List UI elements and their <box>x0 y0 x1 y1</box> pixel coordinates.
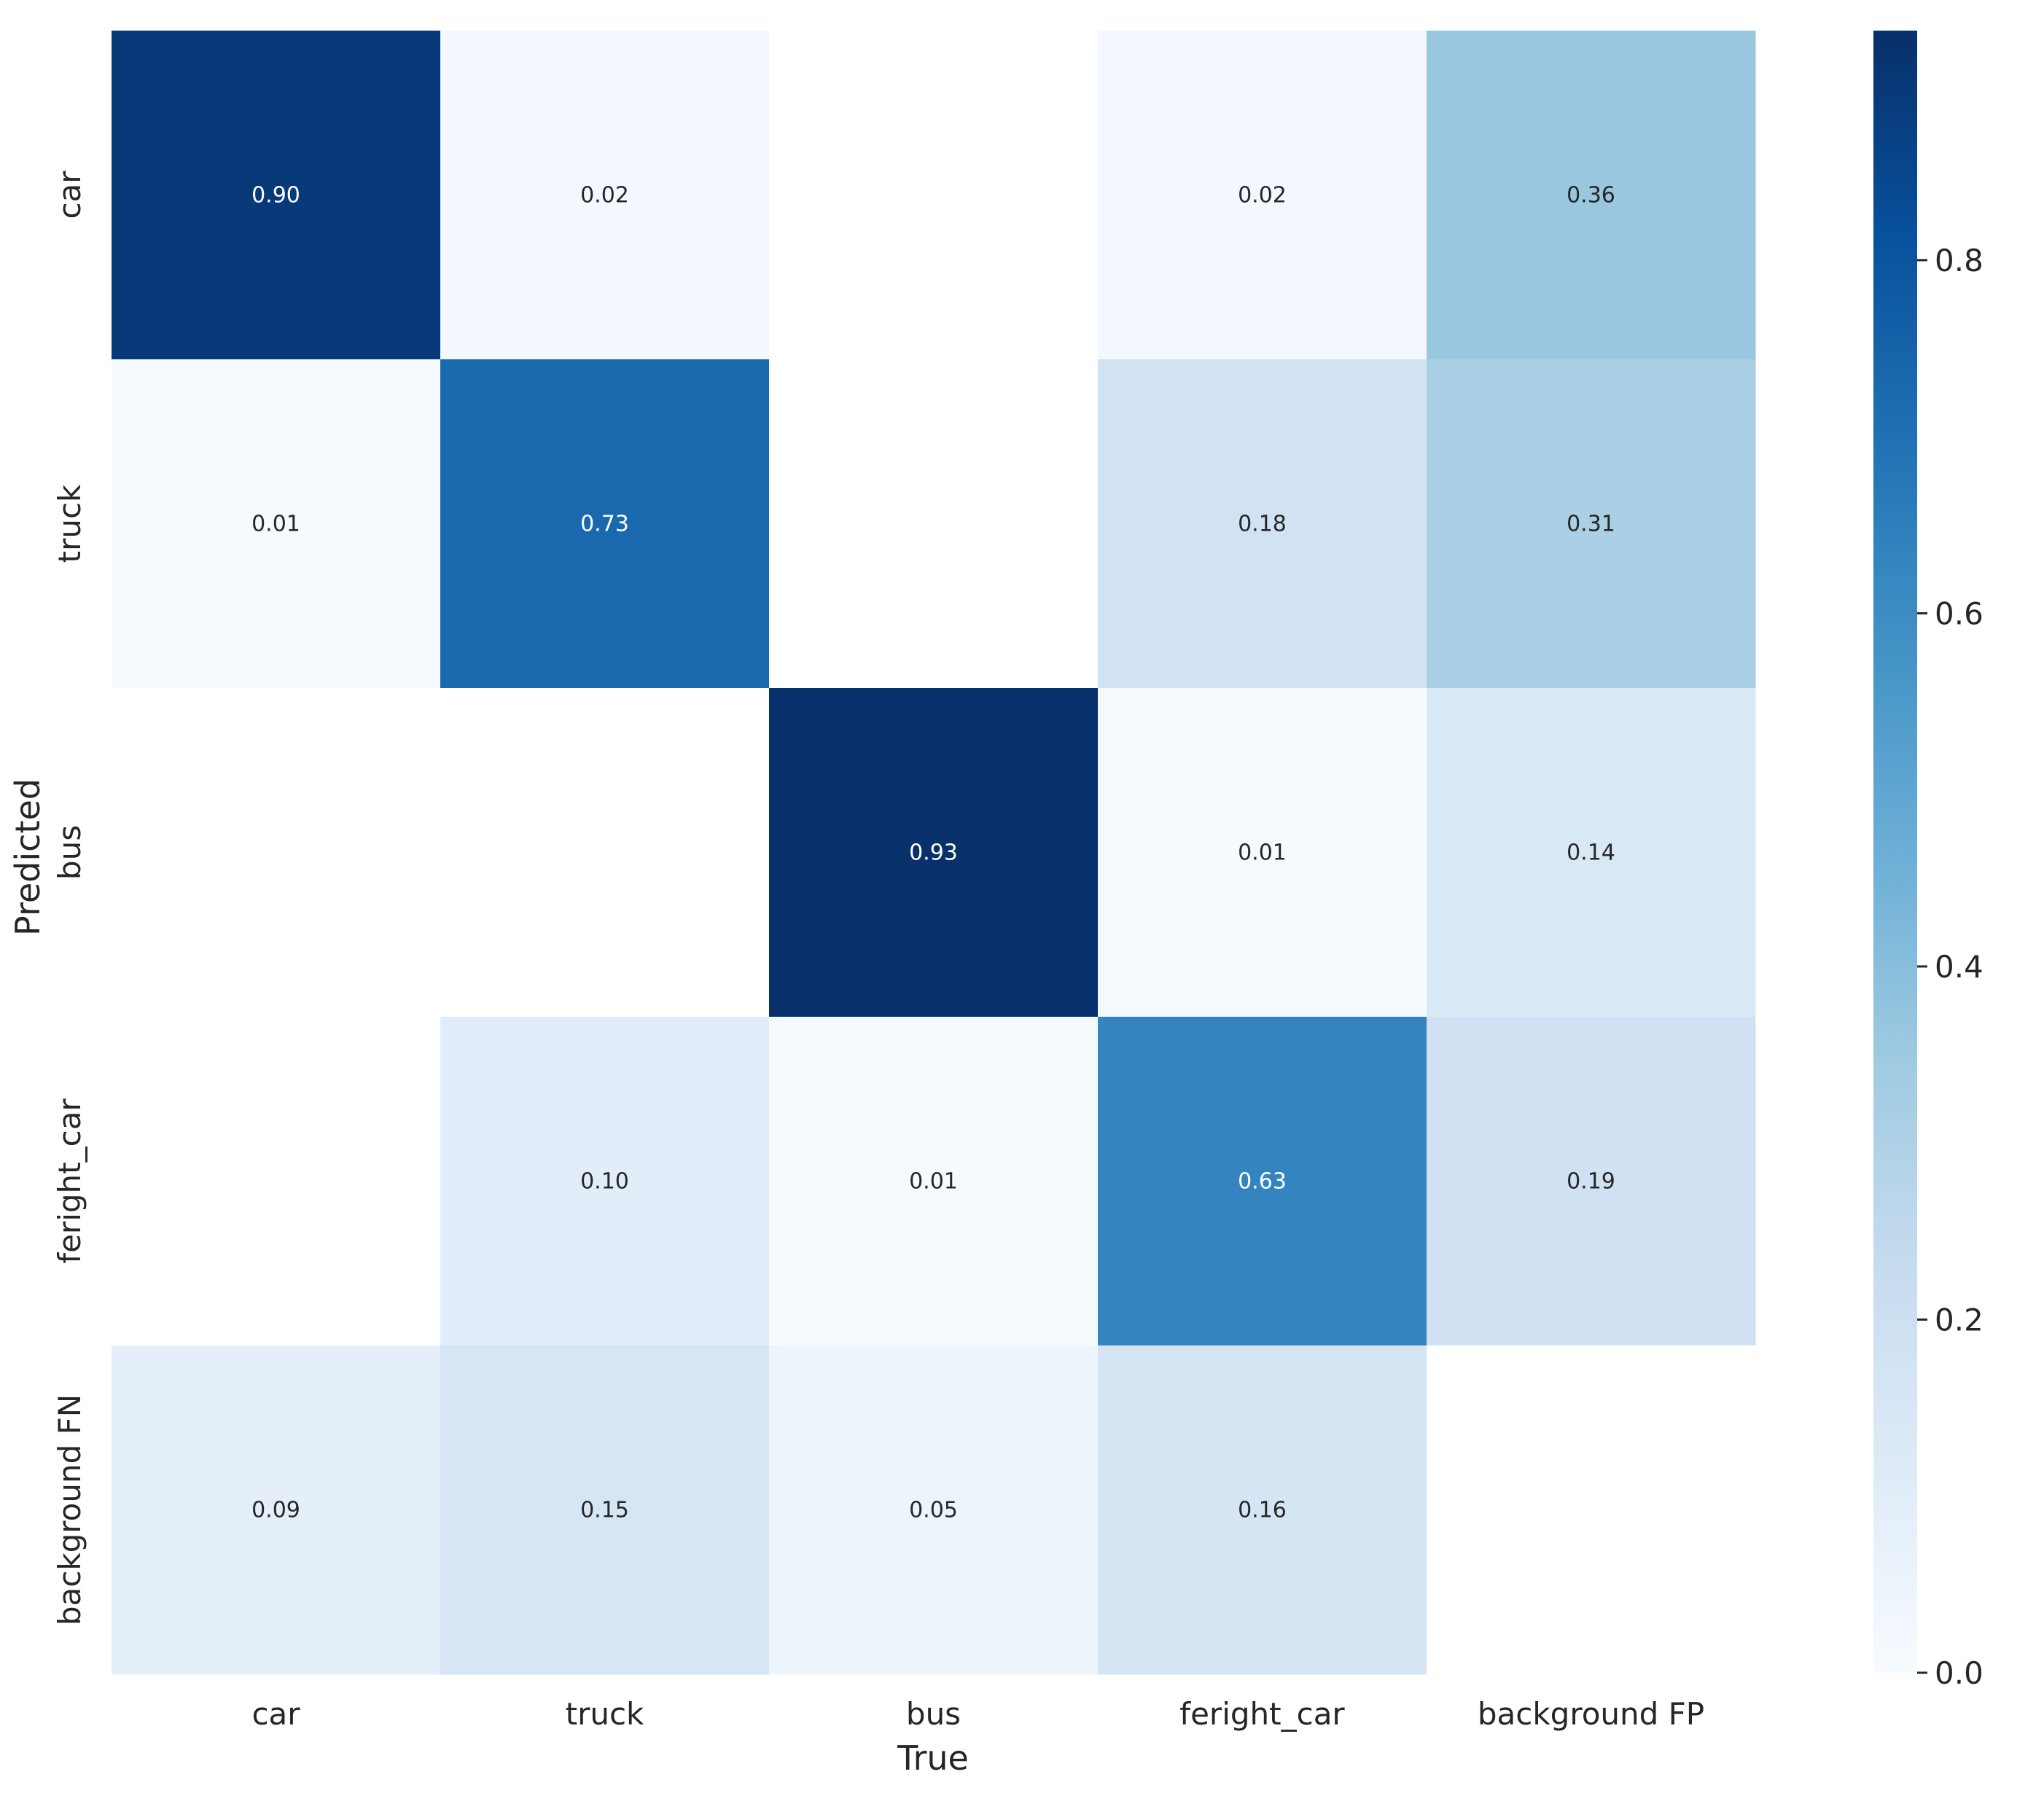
heatmap-cell-labels: 0.90 0.02 0.02 0.36 0.01 0.73 0.18 0.31 0.93 0.01… <box>251 183 1615 1523</box>
heatmap-cell-value-3-1: 0.10 <box>580 1169 629 1195</box>
heatmap-cell-value-4-1: 0.15 <box>580 1498 629 1523</box>
y-tick-label: car <box>52 171 87 219</box>
heatmap-cell-4-1 <box>440 1345 770 1675</box>
x-axis-ticks: car truck bus feright_car background FP <box>251 1696 1704 1732</box>
colorbar-tick-label: 0.0 <box>1935 1655 1983 1691</box>
x-tick-label: truck <box>566 1696 644 1732</box>
heatmap-cell-0-0 <box>112 31 441 360</box>
heatmap-cell-3-2 <box>769 1017 1099 1346</box>
colorbar-tick-label: 0.6 <box>1935 595 1983 631</box>
heatmap-cell-4-3 <box>1098 1345 1427 1675</box>
x-tick-label: feright_car <box>1179 1696 1345 1732</box>
heatmap-cell-value-2-4: 0.14 <box>1567 840 1615 866</box>
heatmap-cell-3-4 <box>1427 1017 1756 1346</box>
heatmap-cell-2-1 <box>440 688 770 1017</box>
heatmap-cell-value-0-1: 0.02 <box>580 183 629 208</box>
heatmap-cell-2-3 <box>1098 688 1427 1017</box>
colorbar-tick-label: 0.2 <box>1935 1302 1983 1337</box>
heatmap-cell-4-0 <box>112 1345 441 1675</box>
heatmap-cells <box>112 31 1756 1675</box>
heatmap-cell-value-2-3: 0.01 <box>1238 840 1287 866</box>
colorbar-tick-label: 0.8 <box>1935 243 1983 278</box>
heatmap-cell-value-4-3: 0.16 <box>1238 1498 1287 1523</box>
y-tick-label: feright_car <box>52 1098 87 1264</box>
y-tick-label: truck <box>52 484 87 563</box>
heatmap-cell-2-0 <box>112 688 441 1017</box>
heatmap-cell-4-2 <box>769 1345 1099 1675</box>
y-axis-ticks: car truck bus feright_car background FN <box>52 171 87 1625</box>
heatmap-cell-value-3-3: 0.63 <box>1238 1169 1287 1195</box>
x-tick-label: bus <box>906 1696 961 1732</box>
colorbar-ticks: 0.0 0.2 0.4 0.6 0.8 <box>1917 243 1983 1691</box>
x-axis-title: True <box>897 1738 969 1778</box>
heatmap-cell-3-0 <box>112 1017 441 1346</box>
x-tick-label: background FP <box>1478 1696 1704 1732</box>
heatmap-cell-value-2-2: 0.93 <box>909 840 958 866</box>
heatmap-cell-value-0-0: 0.90 <box>251 183 300 208</box>
heatmap-cell-value-4-2: 0.05 <box>909 1498 958 1523</box>
y-tick-label: bus <box>52 825 87 880</box>
heatmap-cell-value-0-3: 0.02 <box>1238 183 1287 208</box>
heatmap-cell-4-4 <box>1427 1345 1756 1675</box>
heatmap-cell-1-3 <box>1098 359 1427 689</box>
heatmap-cell-value-3-2: 0.01 <box>909 1169 958 1195</box>
x-tick-label: car <box>251 1696 300 1732</box>
colorbar <box>1873 31 1917 1673</box>
heatmap-cell-1-4 <box>1427 359 1756 689</box>
heatmap-cell-value-1-4: 0.31 <box>1567 512 1615 537</box>
heatmap-cell-value-1-1: 0.73 <box>580 512 629 537</box>
heatmap-cell-value-1-3: 0.18 <box>1238 512 1287 537</box>
heatmap-cell-1-2 <box>769 359 1099 689</box>
heatmap-cell-1-0 <box>112 359 441 689</box>
colorbar-tick-label: 0.4 <box>1935 949 1983 985</box>
heatmap-cell-3-3 <box>1098 1017 1427 1346</box>
heatmap-cell-2-4 <box>1427 688 1756 1017</box>
heatmap-cell-value-4-0: 0.09 <box>251 1498 300 1523</box>
heatmap-cell-3-1 <box>440 1017 770 1346</box>
heatmap-cell-value-1-0: 0.01 <box>251 512 300 537</box>
y-axis-title: Predicted <box>8 778 47 936</box>
y-tick-label: background FN <box>52 1394 87 1625</box>
heatmap-cell-1-1 <box>440 359 770 689</box>
heatmap-cell-2-2 <box>769 688 1099 1017</box>
heatmap-cell-value-0-4: 0.36 <box>1567 183 1615 208</box>
heatmap-cell-value-3-4: 0.19 <box>1567 1169 1615 1195</box>
heatmap-cell-0-1 <box>440 31 770 360</box>
heatmap-cell-0-2 <box>769 31 1099 360</box>
heatmap-cell-0-3 <box>1098 31 1427 360</box>
heatmap-cell-0-4 <box>1427 31 1756 360</box>
